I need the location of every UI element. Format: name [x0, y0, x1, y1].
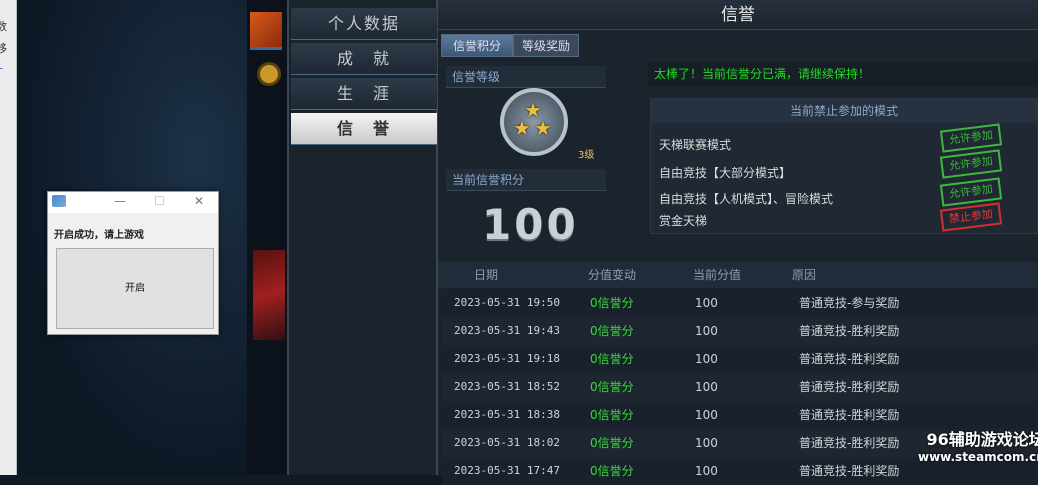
app-icon — [52, 195, 66, 207]
launcher-dialog: — ☐ ✕ 开启成功，请上游戏 开启 — [47, 191, 219, 335]
current-cell: 100 — [695, 352, 718, 366]
score-section-header: 当前信誉积分 — [446, 169, 606, 191]
nav-reputation[interactable]: 信 誉 — [291, 113, 437, 145]
reputation-score: 100 — [482, 200, 579, 249]
col-change: 分值变动 — [588, 268, 637, 282]
change-cell: 0信誉分 — [590, 464, 634, 478]
background-window-edge: 数 移 T — [0, 0, 17, 475]
modes-panel: 当前禁止参加的模式 天梯联赛模式 允许参加 自由竞技【大部分模式】 允许参加 自… — [650, 98, 1038, 234]
coin-icon[interactable] — [257, 62, 281, 86]
status-message: 太棒了！当前信誉分已满，请继续保持！ — [648, 62, 1038, 86]
table-row: 2023-05-31 18:02 0信誉分 100 普通竞技-胜利奖励 — [442, 429, 1038, 457]
dialog-titlebar: — ☐ ✕ — [48, 192, 218, 213]
table-row: 2023-05-31 19:18 0信誉分 100 普通竞技-胜利奖励 — [442, 345, 1038, 373]
partial-text: T — [0, 66, 3, 79]
allowed-stamp: 允许参加 — [939, 123, 1003, 153]
change-cell: 0信誉分 — [590, 324, 634, 338]
history-table-header: 日期 分值变动 当前分值 原因 — [438, 262, 1038, 288]
mode-name: 赏金天梯 — [659, 214, 708, 228]
tab-level-rewards[interactable]: 等级奖励 — [513, 34, 579, 57]
current-cell: 100 — [695, 464, 718, 478]
level-label: 3级 — [578, 150, 595, 161]
rank-medal-icon: ★ ★ ★ — [500, 88, 568, 156]
date-cell: 2023-05-31 19:43 — [454, 324, 560, 337]
level-section-header: 信誉等级 — [446, 66, 606, 88]
mode-name: 自由竞技【人机模式】、冒险模式 — [659, 192, 834, 206]
partial-text: 移 — [0, 40, 7, 56]
nav-personal-data[interactable]: 个人数据 — [291, 8, 437, 40]
watermark: 96辅助游戏论坛 www.steamcom.cn — [918, 426, 1038, 464]
profile-sidebar: 个人数据 成 就 生 涯 信 誉 — [287, 0, 438, 475]
nav-career[interactable]: 生 涯 — [291, 78, 437, 110]
allowed-stamp: 允许参加 — [939, 149, 1003, 179]
page-title: 信誉 — [438, 0, 1038, 30]
reason-cell: 普通竞技-胜利奖励 — [799, 464, 900, 478]
change-cell: 0信誉分 — [590, 436, 634, 450]
vip-icon[interactable] — [250, 12, 282, 50]
current-cell: 100 — [695, 324, 718, 338]
reason-cell: 普通竞技-胜利奖励 — [799, 408, 900, 422]
partial-text: 数 — [0, 18, 7, 34]
change-cell: 0信誉分 — [590, 352, 634, 366]
current-cell: 100 — [695, 436, 718, 450]
current-cell: 100 — [695, 296, 718, 310]
close-button[interactable]: ✕ — [194, 194, 205, 208]
col-current: 当前分值 — [693, 268, 742, 282]
table-row: 2023-05-31 18:38 0信誉分 100 普通竞技-胜利奖励 — [442, 401, 1038, 429]
col-date: 日期 — [474, 268, 499, 282]
date-cell: 2023-05-31 18:02 — [454, 436, 560, 449]
minimize-button[interactable]: — — [114, 194, 126, 208]
maximize-button[interactable]: ☐ — [154, 194, 165, 208]
reason-cell: 普通竞技-参与奖励 — [799, 296, 900, 310]
col-reason: 原因 — [792, 268, 817, 282]
current-cell: 100 — [695, 380, 718, 394]
watermark-url: www.steamcom.cn — [918, 450, 1038, 464]
modes-header: 当前禁止参加的模式 — [651, 99, 1037, 123]
date-cell: 2023-05-31 18:52 — [454, 380, 560, 393]
table-row: 2023-05-31 19:43 0信誉分 100 普通竞技-胜利奖励 — [442, 317, 1038, 345]
reason-cell: 普通竞技-胜利奖励 — [799, 352, 900, 366]
date-cell: 2023-05-31 19:50 — [454, 296, 560, 309]
character-art — [253, 250, 285, 340]
watermark-title: 96辅助游戏论坛 — [926, 430, 1038, 449]
denied-stamp: 禁止参加 — [939, 202, 1003, 232]
reason-cell: 普通竞技-胜利奖励 — [799, 324, 900, 338]
date-cell: 2023-05-31 17:47 — [454, 464, 560, 477]
table-row: 2023-05-31 19:50 0信誉分 100 普通竞技-参与奖励 — [442, 289, 1038, 317]
nav-achievements[interactable]: 成 就 — [291, 43, 437, 75]
change-cell: 0信誉分 — [590, 408, 634, 422]
mode-name: 自由竞技【大部分模式】 — [659, 166, 792, 180]
dialog-message: 开启成功，请上游戏 — [54, 230, 144, 241]
reason-cell: 普通竞技-胜利奖励 — [799, 380, 900, 394]
date-cell: 2023-05-31 19:18 — [454, 352, 560, 365]
tab-reputation-score[interactable]: 信誉积分 — [441, 34, 513, 57]
start-button[interactable]: 开启 — [56, 248, 214, 329]
change-cell: 0信誉分 — [590, 296, 634, 310]
reputation-panel: 信誉 信誉积分 等级奖励 信誉等级 ★ ★ ★ 3级 当前信誉积分 100 太棒… — [438, 0, 1038, 485]
current-cell: 100 — [695, 408, 718, 422]
mode-name: 天梯联赛模式 — [659, 138, 732, 152]
table-row: 2023-05-31 18:52 0信誉分 100 普通竞技-胜利奖励 — [442, 373, 1038, 401]
date-cell: 2023-05-31 18:38 — [454, 408, 560, 421]
reason-cell: 普通竞技-胜利奖励 — [799, 436, 900, 450]
change-cell: 0信誉分 — [590, 380, 634, 394]
